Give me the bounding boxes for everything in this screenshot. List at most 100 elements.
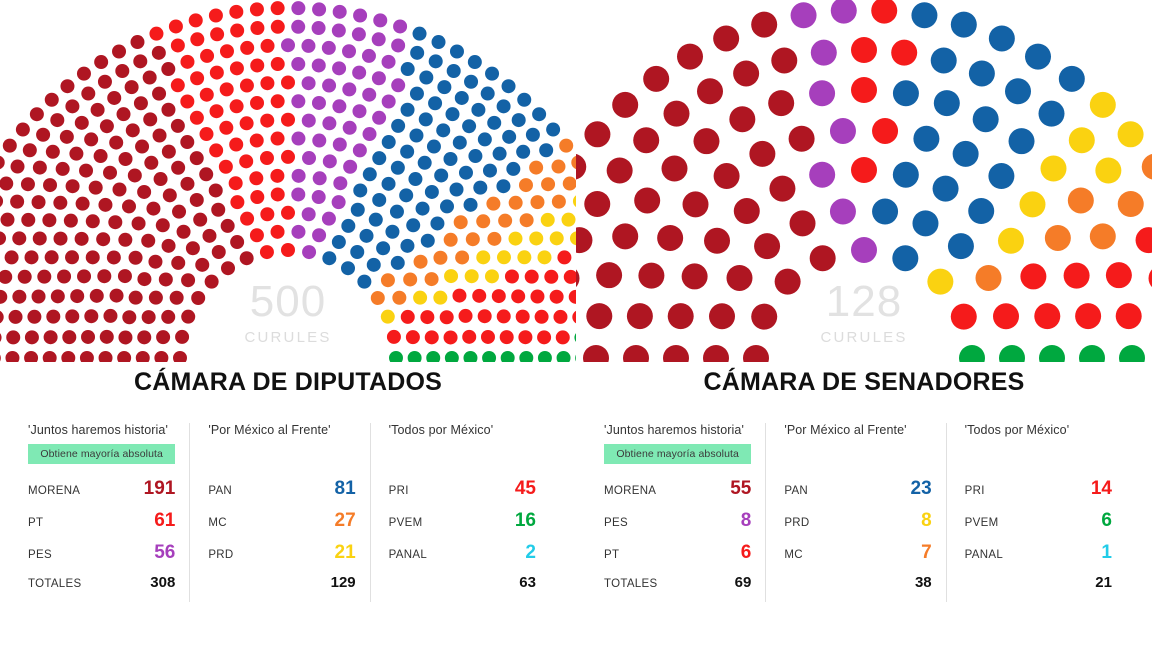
seat-dot	[452, 135, 467, 150]
seat-dot	[557, 250, 572, 265]
seat-dot	[426, 351, 441, 362]
coalitions-table-diputados: 'Juntos haremos historia' Obtiene mayoría…	[0, 423, 576, 602]
seat-dot	[332, 61, 347, 76]
seat-dot	[400, 144, 415, 159]
table-row: PANAL 1	[965, 542, 1112, 574]
seat-dot	[477, 309, 492, 324]
seat-dot	[118, 330, 133, 345]
seat-dot	[180, 54, 195, 69]
seat-dot	[386, 329, 401, 344]
seat-dot	[370, 291, 385, 305]
seat-dot	[62, 330, 77, 345]
seat-dot	[152, 86, 167, 101]
seat-dot	[311, 95, 326, 110]
seat-dot	[341, 261, 355, 276]
seat-dot	[229, 61, 244, 76]
seat-dot	[270, 1, 285, 16]
seat-dot	[180, 135, 195, 150]
seat-dot	[912, 210, 939, 237]
seat-dot	[381, 94, 396, 109]
seat-dot	[59, 129, 74, 144]
seat-dot	[409, 128, 424, 143]
seat-dot	[357, 274, 372, 289]
seat-dot	[322, 78, 337, 93]
seat-dot	[551, 194, 566, 209]
seat-dot	[81, 86, 96, 101]
seat-dot	[549, 231, 564, 246]
seat-dot	[405, 330, 420, 345]
seat-dot	[229, 4, 244, 19]
seat-dot	[331, 23, 346, 38]
seat-dot	[809, 161, 836, 188]
seat-dot	[749, 140, 776, 167]
seat-dot	[153, 172, 168, 187]
seat-dot	[562, 176, 576, 191]
seat-dot	[729, 106, 756, 133]
seat-dot	[1025, 43, 1051, 70]
seat-dot	[1075, 303, 1102, 330]
seat-dot	[911, 2, 938, 29]
seat-dot	[341, 218, 356, 233]
seat-dot	[311, 21, 326, 36]
seat-dot	[70, 289, 85, 304]
seat-dot	[209, 104, 224, 119]
seat-dot	[499, 330, 514, 345]
seat-dot	[677, 43, 703, 70]
seat-dot	[229, 137, 244, 152]
seat-dot	[368, 212, 383, 227]
seat-dot	[392, 290, 407, 305]
seat-dot	[85, 214, 100, 229]
seat-dot	[250, 190, 265, 205]
seat-dot	[79, 163, 94, 178]
seat-dot	[959, 345, 985, 362]
party-name: MC	[208, 517, 227, 529]
party-seat-count: 21	[334, 542, 356, 563]
totals-row: 63	[389, 574, 536, 602]
party-rows: MORENA 55 PES 8 PT 6	[604, 478, 751, 574]
seat-dot	[10, 159, 25, 174]
seat-dot	[65, 99, 80, 114]
seat-dot	[171, 160, 186, 175]
seat-dot	[518, 330, 533, 345]
seat-dot	[480, 329, 495, 344]
seat-dot	[353, 8, 368, 23]
seat-dot	[350, 202, 365, 217]
seat-dot	[471, 102, 486, 117]
seat-dot	[486, 196, 501, 211]
seat-dot	[108, 215, 123, 230]
seat-dot	[433, 290, 448, 305]
seat-dot	[109, 135, 124, 150]
seat-dot	[96, 232, 111, 247]
table-row: MORENA 191	[28, 478, 175, 510]
seat-dot	[115, 64, 130, 79]
seat-dot	[482, 163, 497, 178]
seat-dot	[500, 351, 515, 362]
seat-dot	[1068, 127, 1095, 154]
seat-dot	[154, 351, 169, 362]
seat-dot	[449, 182, 464, 197]
seat-dot	[400, 238, 415, 253]
seat-dot	[239, 116, 254, 131]
seat-dot	[311, 58, 326, 73]
seat-dot	[406, 218, 421, 233]
seat-dot	[250, 58, 265, 73]
chamber-senadores: 128 CURULES CÁMARA DE SENADORES 'Juntos …	[576, 0, 1152, 648]
seat-dot	[148, 254, 163, 269]
seat-dot	[529, 231, 544, 246]
seat-dot	[176, 224, 191, 239]
seat-dot	[518, 178, 533, 193]
seat-dot	[492, 146, 507, 161]
seat-dot	[376, 241, 391, 256]
seat-dot	[1117, 191, 1144, 217]
seat-dot	[112, 182, 127, 197]
seat-dot	[1115, 303, 1142, 330]
seat-dot	[170, 38, 185, 53]
seat-dot	[572, 195, 576, 207]
seat-dot	[968, 198, 995, 225]
seat-dot	[137, 184, 152, 199]
seat-dot	[1063, 262, 1090, 289]
party-rows: PAN 23 PRD 8 MC 7	[784, 478, 931, 574]
seat-dot	[281, 243, 295, 257]
seat-dot	[221, 261, 235, 276]
